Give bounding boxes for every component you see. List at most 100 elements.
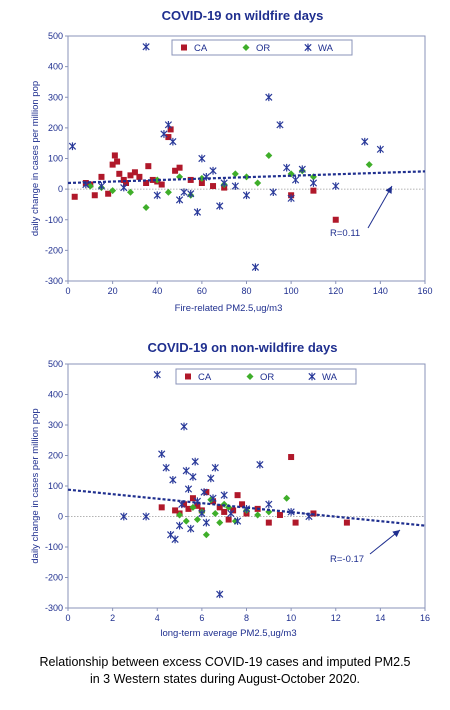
chart-1-point-or-11 bbox=[231, 170, 239, 178]
chart-2: COVID-19 on non-wildfire days -300 -200 -10… bbox=[30, 340, 430, 639]
chart-2-point-wa-13 bbox=[187, 524, 195, 533]
chart-1-annotation-arrow-line bbox=[367, 185, 393, 229]
chart-2-point-or-15-shape bbox=[283, 494, 291, 502]
chart-1-legend-marker-or bbox=[242, 44, 250, 51]
chart-1-xtick-label-7: 140 bbox=[373, 286, 388, 296]
chart-1-title: COVID-19 on wildfire days bbox=[162, 8, 324, 23]
chart-2-point-wa-4-shape bbox=[162, 463, 170, 472]
chart-2-xtick-label-5: 10 bbox=[286, 613, 296, 623]
chart-1-point-wa-22-shape bbox=[269, 188, 277, 197]
chart-1-point-wa-21 bbox=[265, 93, 273, 102]
chart-2-legend-box bbox=[175, 368, 357, 385]
chart-1-point-wa-15 bbox=[209, 166, 217, 175]
chart-2-point-wa-17 bbox=[198, 509, 206, 518]
chart-1-point-wa-16 bbox=[216, 202, 224, 210]
chart-2-point-ca-0-shape bbox=[158, 504, 165, 511]
chart-2-point-wa-2 bbox=[153, 370, 161, 379]
chart-2-point-wa-14 bbox=[189, 473, 197, 481]
chart-1-point-wa-6 bbox=[160, 130, 168, 138]
chart-1-ytick-label-0: -300 bbox=[45, 276, 63, 286]
chart-1-point-wa-5 bbox=[153, 191, 161, 200]
chart-2-point-wa-13-shape bbox=[187, 524, 195, 533]
chart-2-point-wa-0-shape bbox=[120, 512, 128, 521]
chart-1-point-wa-0-shape bbox=[68, 142, 77, 151]
chart-1-point-wa-6-shape bbox=[160, 130, 168, 138]
chart-2-xtick-label-3: 6 bbox=[199, 613, 204, 623]
chart-1-point-ca-16-shape bbox=[145, 163, 152, 170]
chart-1-point-ca-13-shape bbox=[131, 169, 138, 176]
chart-2-point-or-3-shape bbox=[193, 516, 201, 524]
chart-2-x-axis-label: long-term average PM2.5,ug/m3 bbox=[160, 628, 296, 639]
chart-1-legend: CA OR WA bbox=[171, 39, 353, 56]
chart-2-xtick-label-4: 8 bbox=[244, 613, 249, 623]
chart-2-point-wa-1-shape bbox=[142, 512, 150, 521]
chart-1-point-ca-8 bbox=[114, 158, 121, 165]
chart-2-point-wa-30 bbox=[287, 508, 295, 516]
chart-2-point-wa-18-shape bbox=[200, 488, 208, 496]
chart-2-point-or-8-shape bbox=[216, 519, 224, 527]
chart-2-point-wa-15-shape bbox=[191, 457, 199, 466]
chart-1: COVID-19 on wildfire days -300 -200 -100 0 10… bbox=[30, 8, 433, 314]
chart-1-ytick-label-4: 100 bbox=[48, 154, 63, 164]
chart-1-point-ca-8-shape bbox=[114, 158, 121, 165]
chart-2-point-wa-21-shape bbox=[209, 494, 217, 503]
chart-2-point-wa-23 bbox=[216, 590, 224, 599]
chart-2-point-wa-7 bbox=[171, 535, 179, 544]
chart-1-point-ca-20 bbox=[165, 134, 172, 141]
chart-2-point-wa-21 bbox=[209, 494, 217, 503]
chart-2-point-or-8 bbox=[216, 519, 224, 527]
chart-2-point-wa-17-shape bbox=[198, 509, 206, 518]
chart-1-legend-marker-wa-shape bbox=[304, 43, 312, 52]
chart-2-point-ca-23 bbox=[343, 519, 350, 526]
chart-1-point-wa-2 bbox=[97, 182, 106, 190]
chart-2-point-wa-28 bbox=[256, 460, 264, 469]
chart-1-point-ca-16 bbox=[145, 163, 152, 170]
chart-2-point-ca-11 bbox=[221, 508, 228, 515]
chart-2-point-wa-3-shape bbox=[158, 450, 166, 458]
chart-1-point-wa-18 bbox=[231, 182, 239, 190]
chart-2-point-ca-6-shape bbox=[194, 502, 201, 509]
chart-1-xtick-label-6: 120 bbox=[328, 286, 343, 296]
chart-1-point-ca-4 bbox=[98, 173, 105, 180]
chart-2-point-ca-19-shape bbox=[276, 511, 283, 518]
chart-2-point-wa-14-shape bbox=[189, 473, 197, 481]
chart-1-point-wa-2-shape bbox=[97, 182, 106, 190]
chart-1-point-ca-25 bbox=[198, 180, 205, 186]
chart-1-legend-marker-or-shape bbox=[242, 44, 250, 51]
chart-1-point-wa-4-shape bbox=[142, 42, 150, 51]
chart-2-point-wa-11 bbox=[182, 466, 190, 475]
chart-2-point-wa-19-shape bbox=[202, 518, 210, 527]
chart-1-point-ca-29 bbox=[310, 187, 317, 194]
chart-2-point-wa-10-shape bbox=[180, 422, 188, 431]
chart-2-point-ca-15 bbox=[239, 501, 246, 508]
chart-2-legend-marker-wa bbox=[308, 372, 316, 381]
chart-2-point-wa-15 bbox=[191, 457, 199, 466]
chart-1-point-wa-10 bbox=[180, 188, 188, 197]
chart-2-point-ca-8 bbox=[203, 489, 210, 496]
chart-2-plot-frame bbox=[67, 363, 426, 609]
chart-1-point-wa-10-shape bbox=[180, 188, 188, 197]
chart-1-point-ca-11-shape bbox=[123, 180, 130, 186]
chart-2-point-wa-24 bbox=[220, 491, 228, 499]
chart-2-point-or-1-shape bbox=[182, 517, 190, 525]
chart-2-point-or-7 bbox=[211, 509, 219, 517]
chart-2-point-wa-20-shape bbox=[207, 474, 215, 483]
chart-1-point-or-18 bbox=[365, 161, 373, 169]
chart-2-point-ca-11-shape bbox=[221, 508, 228, 515]
chart-2-point-or-2-shape bbox=[189, 503, 197, 511]
figure-svg: COVID-19 on wildfire days -300 -200 -100 0 10… bbox=[30, 8, 433, 639]
chart-2-point-wa-8 bbox=[175, 521, 184, 530]
chart-2-point-or-10-shape bbox=[225, 503, 233, 511]
chart-1-point-wa-20-shape bbox=[251, 263, 260, 272]
chart-2-point-ca-20 bbox=[288, 454, 295, 461]
chart-2-legend-marker-wa-shape bbox=[308, 372, 316, 381]
chart-1-point-ca-7 bbox=[111, 152, 118, 159]
chart-1-point-wa-19-shape bbox=[242, 191, 251, 200]
chart-1-point-ca-14 bbox=[136, 173, 143, 180]
chart-2-point-wa-2-shape bbox=[153, 370, 161, 379]
chart-2-point-ca-3-shape bbox=[181, 501, 188, 508]
chart-2-legend-marker-ca bbox=[185, 373, 191, 380]
chart-1-point-or-12-shape bbox=[243, 173, 250, 181]
chart-2-point-wa-25 bbox=[227, 509, 235, 518]
chart-1-point-ca-0-shape bbox=[71, 193, 78, 200]
